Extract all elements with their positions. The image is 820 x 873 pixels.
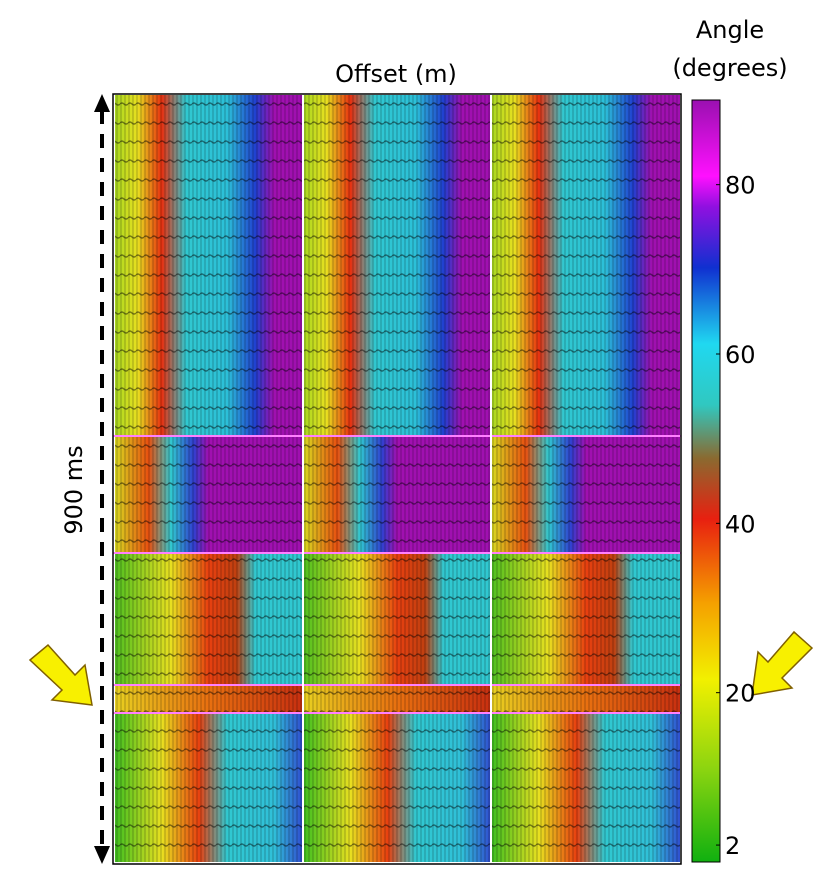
colorbar-tick-label: 40	[725, 510, 756, 538]
colorbar-label: (degrees)	[672, 54, 787, 82]
gather-events	[492, 554, 680, 684]
colorbar	[691, 99, 721, 863]
colorbar-tick-label: 80	[725, 172, 756, 200]
gather-events	[492, 95, 680, 435]
gather-events	[304, 437, 490, 552]
colorbar-tick-label: 20	[725, 680, 756, 708]
gather-events	[115, 437, 302, 552]
colorbar-ticks: 2 20 40 60 80	[716, 172, 756, 860]
gather-panels	[113, 94, 681, 864]
gather-events	[304, 554, 490, 684]
gather-events	[492, 437, 680, 552]
arrow-right	[751, 630, 814, 696]
colorbar-tick-label: 2	[725, 832, 740, 860]
gather-events	[115, 554, 302, 684]
gather-events	[304, 95, 490, 435]
gather-events	[304, 686, 490, 712]
offset-label: Offset (m)	[335, 60, 457, 88]
gather-events	[115, 95, 302, 435]
time-scale-label: 900 ms	[60, 445, 88, 534]
colorbar-tick-label: 60	[725, 341, 756, 369]
gather-events	[304, 714, 490, 862]
gather-events	[115, 686, 302, 712]
colorbar-label: Angle	[696, 16, 764, 44]
gather-events	[115, 714, 302, 862]
gather-events	[492, 686, 680, 712]
panel-frame	[112, 93, 682, 865]
arrow-left	[28, 643, 93, 706]
gather-events	[492, 714, 680, 862]
